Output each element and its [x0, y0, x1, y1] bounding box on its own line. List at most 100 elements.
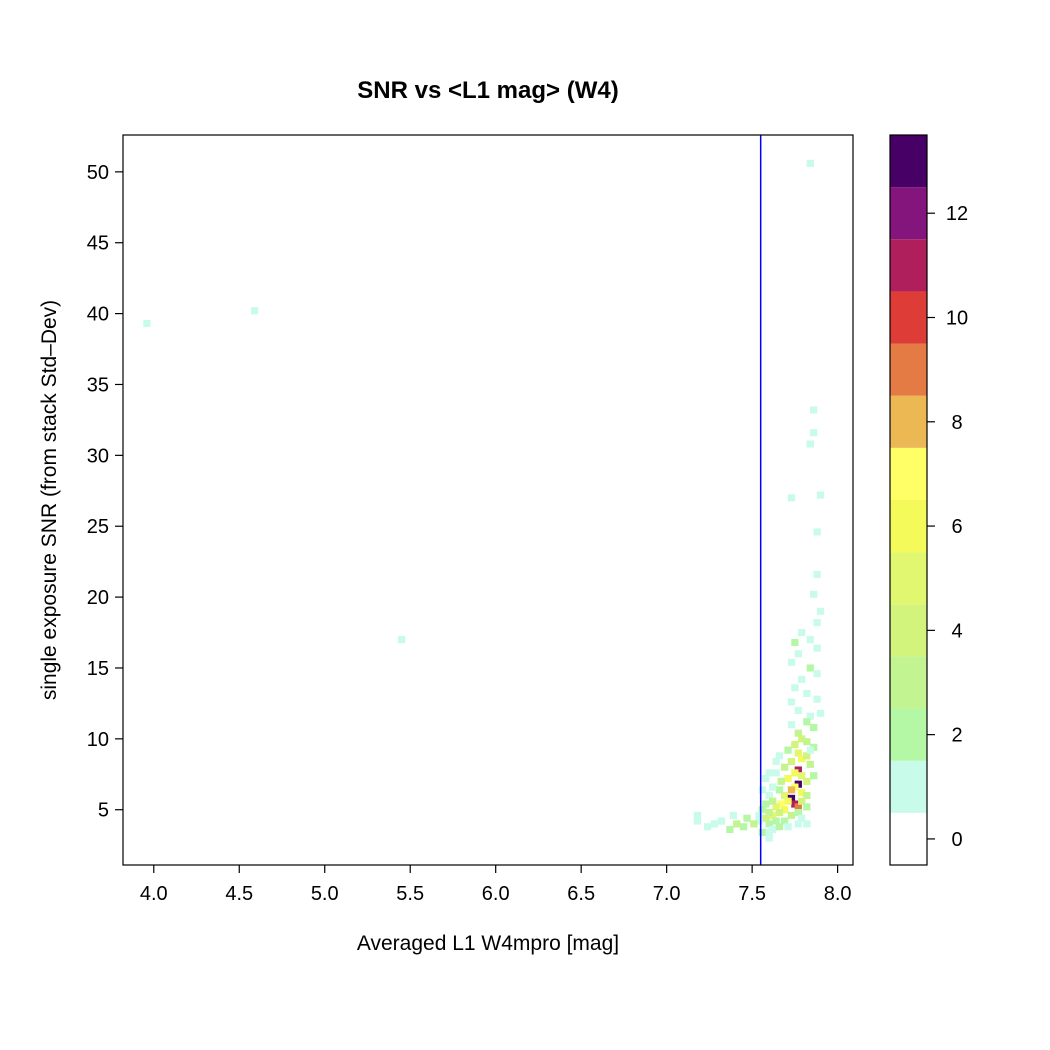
heatmap-cell — [810, 590, 818, 598]
heatmap-cell — [791, 684, 799, 692]
heatmap-cell — [143, 319, 151, 328]
heatmap-cell — [813, 570, 821, 578]
heatmap-cell — [798, 675, 806, 683]
y-tick-label: 35 — [87, 374, 109, 396]
heatmap-cell — [762, 800, 770, 808]
heatmap-cell — [798, 735, 806, 743]
y-tick-label: 25 — [87, 516, 109, 538]
heatmap-cell — [816, 491, 825, 499]
heatmap-cell — [794, 803, 802, 811]
heatmap-cell — [803, 777, 811, 785]
heatmap-cell — [743, 814, 751, 822]
heatmap-cell — [810, 723, 818, 732]
colorbar-swatch — [890, 812, 927, 865]
heatmap-cell — [798, 755, 806, 763]
heatmap-cell — [780, 763, 789, 771]
heatmap-cell — [803, 803, 811, 811]
heatmap-cell — [794, 820, 802, 828]
heatmap-cell — [803, 689, 811, 698]
heatmap-cell — [798, 772, 806, 780]
x-tick-label: 7.5 — [738, 883, 766, 905]
heatmap-cell — [787, 494, 796, 502]
heatmap-cell — [762, 774, 770, 783]
heatmap-cell — [772, 769, 780, 777]
heatmap-cell — [813, 644, 821, 652]
colorbar-swatch — [890, 447, 927, 500]
heatmap-cell — [794, 650, 802, 658]
colorbar-swatch — [890, 604, 927, 657]
heatmap-cell — [813, 528, 821, 536]
heatmap-cells — [143, 159, 825, 842]
heatmap-cell — [806, 712, 814, 720]
heatmap-cell — [810, 429, 818, 437]
heatmap-cell — [765, 792, 773, 800]
heatmap-cell — [729, 811, 737, 819]
heatmap-cell — [398, 636, 406, 644]
heatmap-cell — [813, 695, 821, 703]
heatmap-cell — [806, 760, 814, 768]
heatmap-cell — [810, 406, 818, 414]
heatmap-cell — [765, 769, 773, 777]
heatmap-cell — [794, 706, 802, 715]
colorbar-swatch — [890, 395, 927, 448]
y-tick-label: 20 — [87, 587, 109, 609]
heatmap-cell — [772, 817, 780, 825]
heatmap-cell — [765, 820, 773, 828]
heatmap-cell — [794, 809, 802, 817]
heatmap-cell — [693, 817, 702, 825]
heatmap-cell — [813, 619, 821, 627]
colorbar-swatch — [890, 500, 927, 553]
colorbar-ticks: 0 2 4 6 8 10 12 — [927, 203, 968, 851]
heatmap-cell — [813, 670, 821, 678]
heatmap-cell — [762, 814, 770, 822]
heatmap-cell — [816, 709, 825, 717]
heatmap-cell — [803, 792, 811, 800]
heatmap-cell — [777, 800, 785, 808]
heatmap-cell — [717, 817, 726, 825]
colorbar-tick-label: 6 — [951, 516, 962, 538]
heatmap-cell — [755, 817, 763, 825]
colorbar-swatch — [890, 187, 927, 240]
heatmap-cell — [806, 636, 814, 644]
heatmap-cell — [784, 797, 792, 805]
colorbar-swatch — [890, 239, 927, 292]
heatmap-cell — [780, 817, 789, 825]
heatmap-cell — [806, 664, 814, 672]
colorbar-swatch — [890, 135, 927, 188]
heatmap-cell — [758, 806, 767, 814]
heatmap-cell — [704, 823, 712, 831]
heatmap-cell — [780, 806, 789, 814]
heatmap-cell — [803, 820, 811, 828]
colorbar-swatch — [890, 656, 927, 709]
colorbar-frame — [889, 134, 928, 866]
heatmap-cell — [803, 752, 811, 760]
heatmap-cell — [710, 820, 719, 828]
plot-frame — [122, 134, 854, 866]
heatmap-cell — [787, 757, 796, 766]
x-axis-label: Averaged L1 W4mpro [mag] — [357, 932, 619, 955]
colorbar-swatch — [890, 760, 927, 813]
heatmap-cell — [798, 628, 806, 637]
heatmap-cell — [798, 789, 806, 797]
heatmap-cell — [784, 774, 792, 783]
heatmap-cell — [772, 803, 780, 811]
heatmap-cell — [772, 757, 780, 766]
heatmap-cell — [739, 823, 748, 831]
heatmap-cell — [794, 749, 802, 757]
heatmap-cell — [794, 729, 802, 737]
x-tick-label: 5.0 — [311, 883, 339, 905]
y-tick-label: 45 — [87, 233, 109, 255]
x-tick-label: 5.5 — [396, 883, 424, 905]
colorbar-tick-label: 8 — [951, 412, 962, 434]
heatmap-cell — [250, 307, 259, 315]
y-tick-label: 15 — [87, 658, 109, 680]
heatmap-cell — [784, 746, 792, 754]
x-tick-label: 4.0 — [140, 883, 168, 905]
x-tick-label: 8.0 — [824, 883, 852, 905]
colorbar-tick-label: 2 — [951, 725, 962, 747]
heatmap-cell — [758, 828, 767, 836]
y-tick-label: 50 — [87, 162, 109, 184]
heatmap-cell — [726, 826, 734, 834]
heatmap-cell — [806, 159, 814, 167]
